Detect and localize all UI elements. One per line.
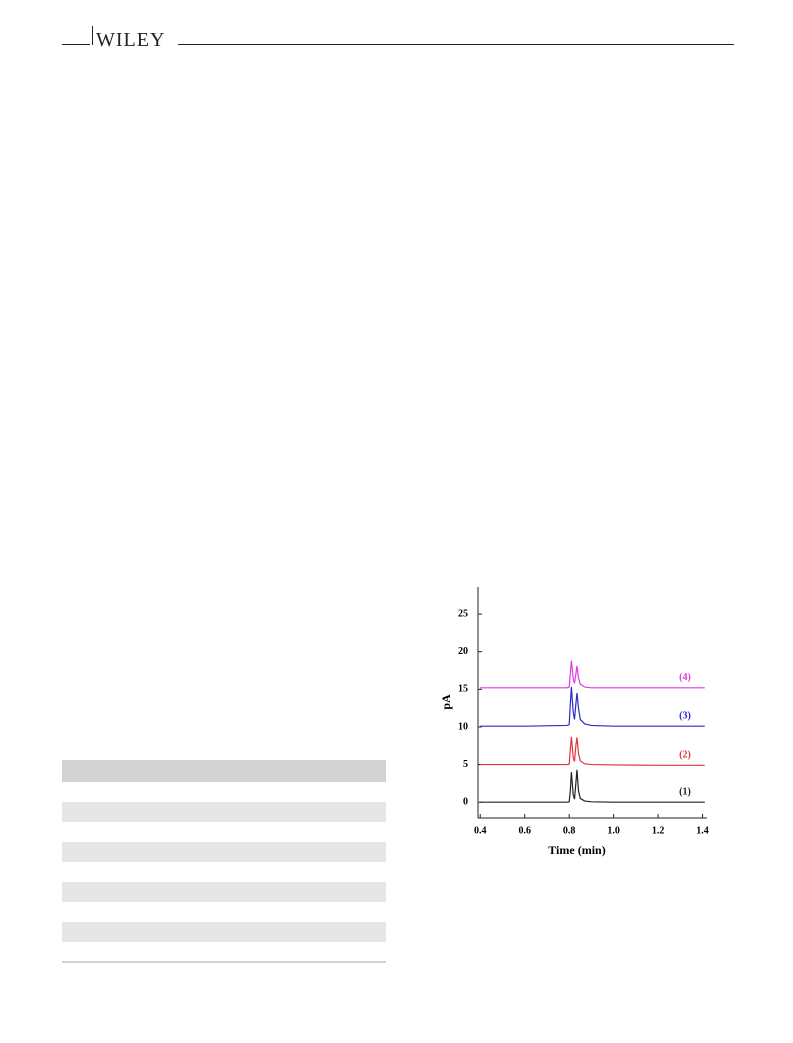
y-tick-label: 0 — [463, 796, 468, 807]
header-rule — [178, 44, 734, 45]
y-tick-label: 5 — [463, 759, 468, 770]
x-tick-label: 1.4 — [696, 825, 709, 836]
trace — [480, 736, 705, 766]
x-tick-label: 0.4 — [474, 825, 487, 836]
table-row — [62, 802, 386, 822]
series-label: (4) — [679, 672, 691, 683]
y-tick-label: 20 — [458, 646, 468, 657]
table-header-row — [62, 760, 386, 782]
series-label: (3) — [679, 710, 691, 721]
x-axis-title: Time (min) — [548, 843, 605, 857]
series-label: (1) — [679, 786, 691, 797]
x-tick-label: 1.0 — [607, 825, 620, 836]
x-tick-label: 0.8 — [563, 825, 576, 836]
brand: WILEY — [96, 29, 166, 51]
y-axis-title: pA — [439, 694, 453, 710]
trace — [480, 769, 705, 803]
table-rule — [62, 961, 386, 963]
x-tick-label: 0.6 — [518, 825, 531, 836]
header-rule — [62, 44, 90, 45]
header-mark — [92, 26, 93, 45]
table-row — [62, 842, 386, 862]
table-row — [62, 922, 386, 942]
table-row — [62, 882, 386, 902]
trace — [480, 660, 705, 689]
y-tick-label: 10 — [458, 721, 468, 732]
series-label: (2) — [679, 750, 691, 761]
x-tick-label: 1.2 — [652, 825, 665, 836]
trace — [480, 687, 705, 727]
y-tick-label: 15 — [458, 684, 468, 695]
y-tick-label: 25 — [458, 608, 468, 619]
